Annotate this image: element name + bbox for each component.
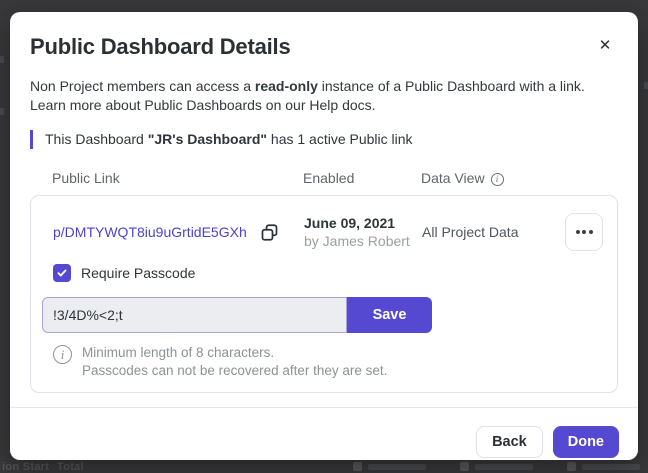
description-line1-pre: Non Project members can access a bbox=[30, 78, 255, 94]
dimmed-background-strip: ion Start Total bbox=[0, 460, 648, 473]
copy-icon[interactable] bbox=[261, 223, 278, 241]
require-passcode-checkbox[interactable] bbox=[53, 264, 71, 282]
background-fragment bbox=[0, 108, 4, 115]
require-passcode-row: Require Passcode bbox=[53, 264, 603, 282]
enabled-by: by James Robert bbox=[304, 233, 410, 249]
description-text: Non Project members can access a read-on… bbox=[30, 77, 618, 115]
background-fragment: ion Start bbox=[2, 461, 50, 473]
modal-footer: Back Done bbox=[10, 408, 638, 458]
legend-bar bbox=[368, 463, 426, 470]
more-options-button[interactable] bbox=[565, 213, 603, 251]
require-passcode-label: Require Passcode bbox=[81, 265, 196, 281]
table-row: p/DMTYWQT8iu9uGrtidE5GXh June 09, 2021 b… bbox=[53, 210, 603, 254]
description-line2: Learn more about Public Dashboards on ou… bbox=[30, 97, 376, 113]
data-view-info-icon[interactable]: i bbox=[490, 172, 504, 186]
public-link-card: p/DMTYWQT8iu9uGrtidE5GXh June 09, 2021 b… bbox=[30, 195, 618, 393]
close-icon[interactable]: ✕ bbox=[598, 37, 612, 54]
save-button[interactable]: Save bbox=[347, 297, 432, 333]
description-line1-post: instance of a Public Dashboard with a li… bbox=[317, 78, 585, 94]
legend-swatch bbox=[353, 462, 362, 471]
note-line1: Minimum length of 8 characters. bbox=[82, 345, 275, 360]
passcode-form: Save bbox=[42, 297, 432, 333]
description-read-only: read-only bbox=[254, 78, 318, 94]
dashboard-callout: This Dashboard "JR's Dashboard" has 1 ac… bbox=[30, 130, 618, 149]
ellipsis-icon bbox=[575, 230, 580, 234]
legend-bar bbox=[582, 463, 640, 470]
background-fragment: Total bbox=[57, 461, 84, 473]
passcode-note: i Minimum length of 8 characters. Passco… bbox=[53, 344, 603, 380]
ellipsis-icon bbox=[588, 230, 593, 234]
done-button[interactable]: Done bbox=[552, 426, 619, 458]
public-link-url[interactable]: p/DMTYWQT8iu9uGrtidE5GXh bbox=[53, 224, 247, 240]
note-line2: Passcodes can not be recovered after the… bbox=[82, 363, 388, 378]
callout-post: has 1 active Public link bbox=[267, 131, 413, 147]
column-header-enabled: Enabled bbox=[303, 170, 355, 186]
background-fragment bbox=[644, 82, 648, 89]
page-title: Public Dashboard Details bbox=[30, 34, 291, 59]
passcode-input[interactable] bbox=[42, 297, 347, 333]
public-dashboard-details-modal: ✕ Public Dashboard Details Non Project m… bbox=[10, 12, 638, 460]
column-header-public-link: Public Link bbox=[52, 170, 120, 186]
background-fragment bbox=[0, 56, 4, 63]
enabled-date: June 09, 2021 bbox=[304, 215, 396, 231]
ellipsis-icon bbox=[582, 230, 586, 234]
legend-bar bbox=[475, 463, 533, 470]
column-header-data-view: Data View i bbox=[421, 170, 553, 186]
callout-pre: This Dashboard bbox=[45, 131, 148, 147]
legend-swatch bbox=[460, 462, 469, 471]
enabled-cell: June 09, 2021 by James Robert bbox=[304, 214, 422, 250]
info-icon: i bbox=[53, 345, 72, 364]
data-view-value: All Project Data bbox=[422, 224, 519, 240]
legend-swatch bbox=[567, 462, 576, 471]
back-button[interactable]: Back bbox=[476, 426, 543, 458]
footer-divider bbox=[10, 407, 638, 408]
callout-dashboard-name: "JR's Dashboard" bbox=[147, 131, 268, 147]
table-header-row: Public Link Enabled Data View i bbox=[30, 170, 618, 186]
background-legend-fragment bbox=[353, 462, 640, 471]
